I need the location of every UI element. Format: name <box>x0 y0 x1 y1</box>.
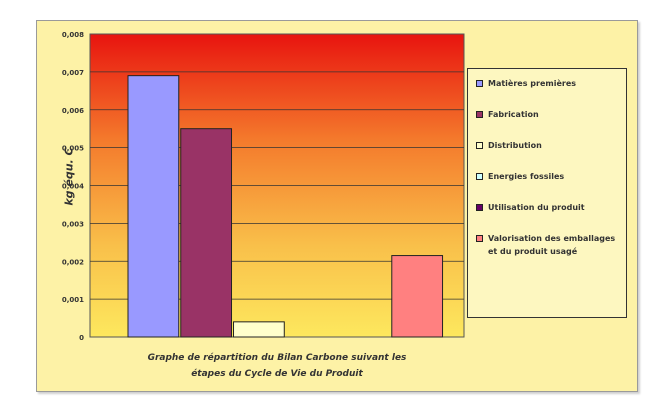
legend-swatch <box>476 204 483 211</box>
y-tick-label: 0,006 <box>62 107 84 115</box>
legend-item: Distribution <box>474 139 620 152</box>
y-tick-label: 0,005 <box>62 145 84 153</box>
y-tick-label: 0,007 <box>62 69 84 77</box>
legend-swatch <box>476 111 483 118</box>
legend-label: Energies fossiles <box>488 172 565 181</box>
y-tick-label: 0,008 <box>62 31 84 39</box>
bar-distribution <box>233 321 285 338</box>
y-tick-label: 0,002 <box>62 258 84 266</box>
bar-fabrication <box>180 128 233 338</box>
x-axis-label: Graphe de répartition du Bilan Carbone s… <box>147 353 407 379</box>
bar-valorisation-des-emballages <box>391 255 444 338</box>
y-tick-label: 0,003 <box>62 220 84 228</box>
legend-label: Valorisation des emballages et du produi… <box>488 234 616 256</box>
legend-label: Fabrication <box>488 110 539 119</box>
legend-label: Distribution <box>488 141 542 150</box>
y-axis-label: kg équ. C <box>62 147 76 206</box>
legend-swatch <box>476 173 483 180</box>
legend: Matières premières Fabrication Distributio… <box>467 68 627 318</box>
legend-label: Utilisation du produit <box>488 203 585 212</box>
legend-item: Valorisation des emballages et du produi… <box>474 232 620 258</box>
legend-label: Matières premières <box>488 79 577 88</box>
legend-item: Matières premières <box>474 77 620 90</box>
legend-item: Fabrication <box>474 108 620 121</box>
y-tick-label: 0,001 <box>62 296 84 304</box>
y-tick-label: 0 <box>79 334 84 342</box>
legend-item: Utilisation du produit <box>474 201 620 214</box>
legend-swatch <box>476 142 483 149</box>
legend-swatch <box>476 235 483 242</box>
legend-swatch <box>476 80 483 87</box>
bar-mati-res-premi-res <box>127 75 180 338</box>
legend-item: Energies fossiles <box>474 170 620 183</box>
y-tick-label: 0,004 <box>62 183 84 191</box>
